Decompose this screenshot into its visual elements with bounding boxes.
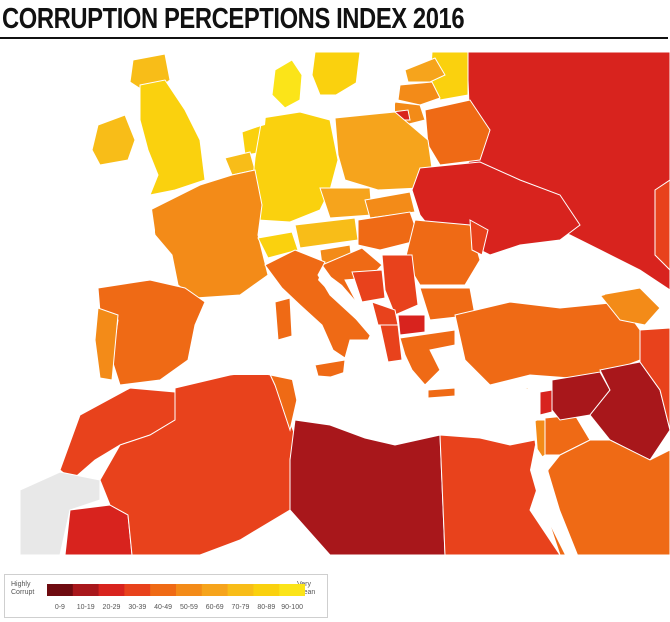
- legend-tick-label: 10-19: [76, 604, 95, 611]
- legend-tick-label: 20-29: [102, 604, 121, 611]
- legend-swatch-40-49: [150, 584, 177, 596]
- region-libya[interactable]: [289, 419, 446, 556]
- region-crete[interactable]: [427, 387, 456, 399]
- legend-tick-label: 50-59: [179, 604, 198, 611]
- region-serbia[interactable]: [381, 254, 419, 316]
- bay-of-biscay: [98, 190, 155, 285]
- legend-swatch-60-69: [201, 584, 229, 596]
- region-mauritania[interactable]: [64, 504, 133, 556]
- legend-low-label-1: Highly: [11, 581, 31, 588]
- legend-tick-label: 0-9: [54, 604, 65, 611]
- choropleth-map: [0, 40, 670, 560]
- region-latvia[interactable]: [397, 81, 441, 106]
- legend-tick-label: 40-49: [154, 604, 173, 611]
- legend-low-label-2: Corrupt: [11, 589, 35, 596]
- legend-swatch-80-89: [253, 584, 280, 596]
- baltic-sea: [300, 80, 395, 118]
- region-east-strip[interactable]: [654, 179, 670, 271]
- region-romania[interactable]: [404, 219, 481, 286]
- region-moldova[interactable]: [469, 219, 489, 256]
- region-italy[interactable]: [264, 249, 373, 359]
- legend-swatch-90-100: [279, 584, 305, 596]
- title-underline: [0, 37, 668, 39]
- black-sea: [480, 255, 605, 305]
- legend-tick-label: 30-39: [128, 604, 147, 611]
- legend-high-label-2: Clean: [297, 589, 316, 596]
- region-bosnia[interactable]: [351, 269, 386, 303]
- mediterranean-sea: [195, 340, 538, 440]
- region-lebanon[interactable]: [539, 389, 553, 416]
- legend-tick-label: 80-89: [257, 604, 276, 611]
- region-iran[interactable]: [639, 327, 670, 431]
- region-hungary[interactable]: [357, 211, 421, 251]
- legend-color-bar: [47, 584, 305, 596]
- red-sea: [530, 445, 578, 555]
- adriatic-sea: [318, 270, 378, 336]
- region-portugal[interactable]: [94, 307, 119, 381]
- legend-tick-label: 90-100: [281, 604, 303, 611]
- legend-tick-label: 70-79: [231, 604, 250, 611]
- map-title: CORRUPTION PERCEPTIONS INDEX 2016: [2, 3, 465, 35]
- north-sea: [170, 70, 270, 140]
- region-estonia[interactable]: [404, 57, 446, 83]
- region-macedonia[interactable]: [397, 314, 426, 336]
- region-slovakia[interactable]: [364, 191, 416, 219]
- legend-swatch-30-39: [124, 584, 151, 596]
- legend-swatch-10-19: [72, 584, 100, 596]
- region-albania[interactable]: [379, 324, 403, 363]
- legend-tick-label: 60-69: [205, 604, 224, 611]
- region-france[interactable]: [149, 169, 269, 299]
- legend-swatch-50-59: [176, 584, 203, 596]
- region-great-britain[interactable]: [139, 79, 206, 196]
- legend: Highly Corrupt Very Clean 0-910-1920-293…: [4, 574, 328, 618]
- legend-swatch-70-79: [227, 584, 254, 596]
- region-switzerland[interactable]: [257, 231, 299, 259]
- legend-swatch-20-29: [98, 584, 125, 596]
- region-ireland[interactable]: [91, 114, 136, 166]
- region-greece[interactable]: [399, 329, 456, 386]
- region-western-sahara: [19, 471, 101, 556]
- region-sardinia[interactable]: [274, 297, 293, 341]
- legend-swatch-0-9: [47, 584, 74, 596]
- region-caucasus[interactable]: [599, 287, 661, 326]
